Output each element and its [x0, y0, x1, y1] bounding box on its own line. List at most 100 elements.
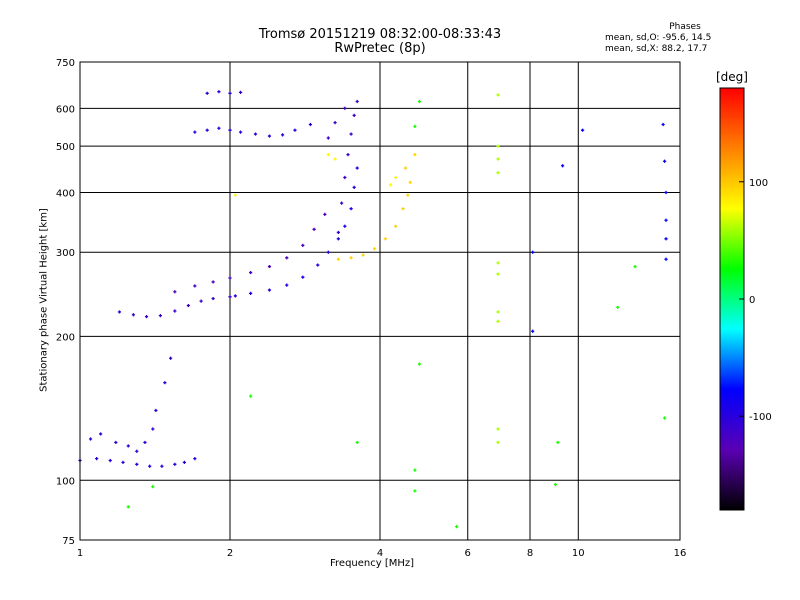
x-tick-label: 1	[77, 548, 83, 559]
echo-point	[326, 153, 330, 157]
echo-point	[186, 303, 190, 308]
echo-point	[233, 294, 237, 298]
echo-point	[95, 457, 99, 461]
echo-point	[280, 133, 285, 137]
echo-point	[228, 295, 232, 299]
echo-point	[148, 464, 152, 468]
echo-point	[326, 250, 330, 254]
echo-point	[664, 237, 668, 241]
echo-point	[267, 288, 272, 292]
echo-point	[238, 130, 243, 134]
echo-point	[267, 134, 272, 138]
echo-point	[352, 185, 356, 189]
echo-point	[531, 250, 535, 254]
echo-point	[228, 128, 232, 132]
echo-point	[664, 190, 668, 195]
x-tick-label: 8	[527, 548, 533, 559]
echo-point	[336, 237, 340, 241]
echo-point	[173, 290, 177, 294]
echo-point	[662, 416, 667, 420]
echo-point	[228, 91, 232, 95]
plot-frame	[79, 61, 681, 541]
echo-point	[135, 449, 139, 453]
echo-point	[205, 91, 209, 95]
y-tick-label: 500	[56, 142, 75, 153]
echo-point	[285, 256, 289, 260]
echo-point	[408, 180, 412, 184]
chart-subtitle: RwPretec (8p)	[334, 41, 426, 56]
echo-point	[151, 485, 155, 489]
phases-heading: Phases	[669, 22, 701, 32]
echo-point	[121, 460, 125, 464]
echo-point	[496, 440, 500, 445]
y-tick-label: 100	[56, 476, 75, 487]
echo-point	[117, 310, 122, 314]
echo-point	[417, 99, 422, 104]
x-axis-label: Frequency [MHz]	[330, 558, 415, 569]
echo-point	[343, 106, 347, 110]
echo-point	[496, 144, 500, 148]
echo-point	[301, 243, 305, 248]
echo-point	[553, 482, 558, 487]
echo-point	[664, 218, 668, 222]
echo-point	[496, 272, 500, 276]
echo-point	[333, 157, 337, 161]
echo-point	[496, 261, 500, 265]
echo-point	[249, 394, 253, 398]
echo-point	[131, 313, 136, 317]
echo-point	[217, 90, 221, 94]
echo-point	[383, 237, 387, 241]
x-tick-label: 16	[674, 548, 687, 559]
echo-point	[413, 468, 417, 472]
echo-point	[343, 224, 347, 228]
echo-point	[154, 408, 158, 413]
echo-point	[144, 315, 149, 319]
echo-point	[352, 113, 356, 117]
echo-point	[233, 193, 237, 197]
echo-point	[403, 166, 408, 170]
x-tick-label: 4	[377, 548, 383, 559]
echo-point	[308, 122, 313, 127]
echo-point	[417, 362, 422, 366]
echo-point	[531, 329, 535, 333]
echo-point	[394, 224, 398, 228]
phases-o-stats: mean, sd,O: -95.6, 14.5	[605, 33, 712, 43]
echo-point	[323, 212, 327, 216]
echo-point	[182, 460, 186, 464]
echo-point	[151, 427, 155, 431]
x-tick-label: 2	[227, 548, 233, 559]
echo-point	[661, 122, 665, 127]
echo-point	[238, 90, 243, 94]
echo-point	[336, 230, 340, 235]
phases-x-stats: mean, sd,X: 88.2, 17.7	[605, 44, 708, 54]
echo-point	[664, 257, 668, 261]
echo-point	[99, 432, 103, 436]
echo-point	[135, 462, 139, 466]
echo-point	[249, 291, 253, 296]
echo-point	[662, 159, 667, 163]
echo-point	[372, 247, 377, 251]
y-tick-label: 600	[56, 104, 75, 115]
echo-point	[193, 130, 197, 134]
echo-point	[217, 126, 221, 130]
echo-point	[249, 270, 253, 275]
echo-point	[349, 207, 353, 211]
echo-point	[355, 99, 359, 104]
echo-point	[413, 124, 417, 128]
echo-point	[616, 305, 620, 309]
echo-point	[455, 525, 459, 529]
echo-point	[413, 153, 417, 157]
echo-point	[143, 440, 147, 445]
echo-point	[413, 489, 417, 493]
echo-point	[301, 275, 305, 279]
echo-point	[580, 128, 585, 132]
echo-point	[633, 264, 637, 269]
echo-point	[496, 310, 500, 314]
echo-point	[406, 193, 410, 197]
echo-point	[285, 283, 289, 287]
x-tick-label: 10	[572, 548, 585, 559]
echo-point	[496, 319, 500, 323]
echo-point	[114, 440, 118, 445]
echo-point	[326, 136, 330, 140]
